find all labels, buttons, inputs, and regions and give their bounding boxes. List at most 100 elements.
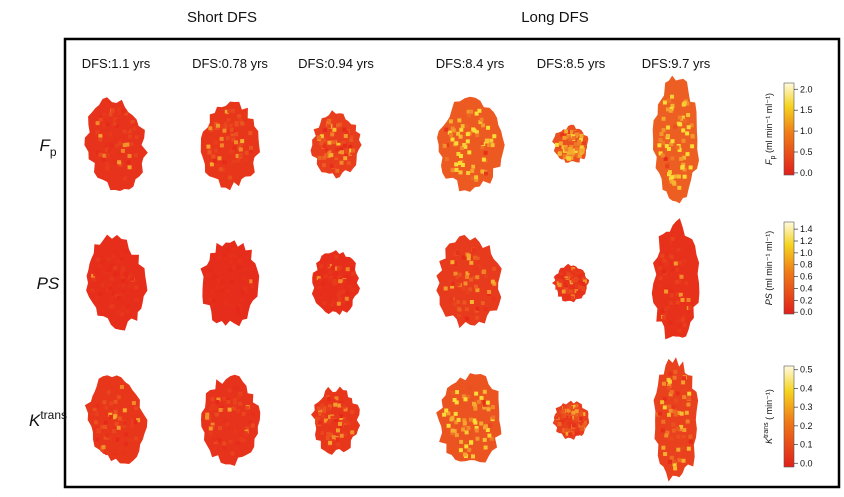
tumor-pixel [456, 300, 461, 305]
row-label: Ktrans [29, 408, 67, 430]
tumor-pixel [682, 437, 687, 442]
tumor-pixel [460, 124, 465, 129]
tumor-pixel [208, 297, 213, 302]
tumor-pixel [561, 289, 566, 294]
tumor-pixel [232, 406, 236, 411]
tumor-pixel [90, 288, 95, 293]
tumor-map [86, 234, 148, 331]
tumor-pixel [490, 405, 495, 410]
tumor-map [311, 386, 361, 455]
tumor-pixel [457, 307, 462, 312]
tumor-pixel [350, 430, 355, 435]
tumor-pixel [660, 254, 665, 258]
tumor-pixel [331, 435, 336, 440]
tumor-pixel [327, 278, 332, 283]
tumor-pixel [678, 292, 683, 297]
tumor-pixel [491, 296, 496, 301]
tumor-pixel [582, 279, 587, 284]
tumor-pixel [442, 143, 447, 148]
tumor-pixel [570, 430, 575, 435]
tumor-pixel [335, 168, 340, 173]
tumor-pixel [461, 276, 466, 281]
tumor-pixel [463, 281, 468, 286]
tumor-pixel [450, 431, 455, 436]
tumor-pixel [578, 423, 583, 428]
tumor-pixel [228, 123, 233, 128]
tumor-pixel [452, 398, 457, 402]
tumor-pixel [127, 129, 132, 134]
tumor-pixel [677, 443, 682, 448]
tumor-pixel [685, 101, 690, 106]
tumor-pixel [455, 390, 459, 395]
tumor-pixel [661, 128, 666, 133]
tumor-pixel [327, 150, 332, 155]
group-header: Long DFS [521, 9, 589, 26]
tumor-pixel [454, 167, 459, 172]
tumor-pixel [685, 152, 690, 157]
tumor-pixel [236, 408, 241, 413]
tumor-pixel [339, 414, 344, 418]
tumor-map [436, 373, 502, 463]
tumor-pixel [677, 275, 682, 280]
tumor-pixel [474, 130, 479, 135]
tumor-pixel [447, 130, 452, 135]
tumor-pixel [337, 296, 342, 301]
tumor-pixel [452, 302, 457, 307]
tumor-pixel [474, 266, 479, 271]
tumor-pixel [682, 388, 687, 393]
tumor-pixel [480, 145, 485, 150]
tumor-pixel [454, 433, 459, 438]
tumor-pixel [677, 115, 682, 120]
tumor-pixel [469, 260, 474, 265]
tumor-pixel [218, 408, 223, 412]
tumor-pixel [336, 428, 340, 433]
tumor-pixel [563, 145, 568, 149]
tumor-pixel [675, 267, 680, 272]
tumor-pixel [128, 134, 132, 139]
tumor-pixel [334, 156, 339, 161]
tumor-map [200, 240, 260, 327]
colorbar [783, 221, 795, 315]
tumor-pixel [478, 120, 483, 125]
tumor-pixel [490, 279, 495, 284]
tumor-pixel [330, 266, 335, 270]
tumor-pixel [566, 150, 571, 155]
tumor-pixel [468, 417, 473, 422]
tumor-pixel [666, 147, 671, 151]
tumor-pixel [451, 128, 456, 133]
tumor-pixel [125, 127, 130, 132]
tumor-pixel [687, 249, 692, 254]
tumor-pixel [238, 392, 243, 396]
tumor-pixel [322, 138, 327, 143]
tumor-pixel [577, 274, 582, 279]
colorbar-subscript: p [770, 155, 777, 159]
tumor-pixel [664, 252, 669, 257]
tumor-pixel [334, 396, 339, 401]
tumor-pixel [474, 426, 479, 430]
tumor-pixel [670, 103, 675, 108]
tumor-pixel [679, 274, 684, 279]
tumor-pixel [690, 133, 695, 138]
tumor-pixel [229, 259, 234, 264]
colorbar-tick-label: 1.2 [800, 236, 813, 246]
tumor-pixel [337, 281, 342, 286]
tumor-pixel [241, 425, 246, 430]
tumor-pixel [134, 290, 138, 295]
tumor-pixel [342, 430, 347, 435]
tumor-pixel [475, 133, 480, 138]
tumor-pixel [334, 393, 339, 398]
tumor-pixel [133, 420, 138, 425]
tumor-pixel [334, 255, 339, 259]
tumor-pixel [317, 428, 321, 433]
tumor-pixel [455, 275, 460, 280]
colorbar-tick-label: 1.0 [800, 126, 813, 136]
tumor-pixel [248, 419, 253, 424]
tumor-pixel [103, 435, 108, 440]
tumor-pixel [559, 410, 563, 415]
tumor-pixel [682, 376, 686, 381]
tumor-pixel [227, 407, 232, 412]
tumor-pixel [456, 282, 461, 287]
tumor-pixel [326, 407, 331, 412]
tumor-pixel [317, 406, 322, 411]
tumor-pixel [464, 124, 469, 129]
